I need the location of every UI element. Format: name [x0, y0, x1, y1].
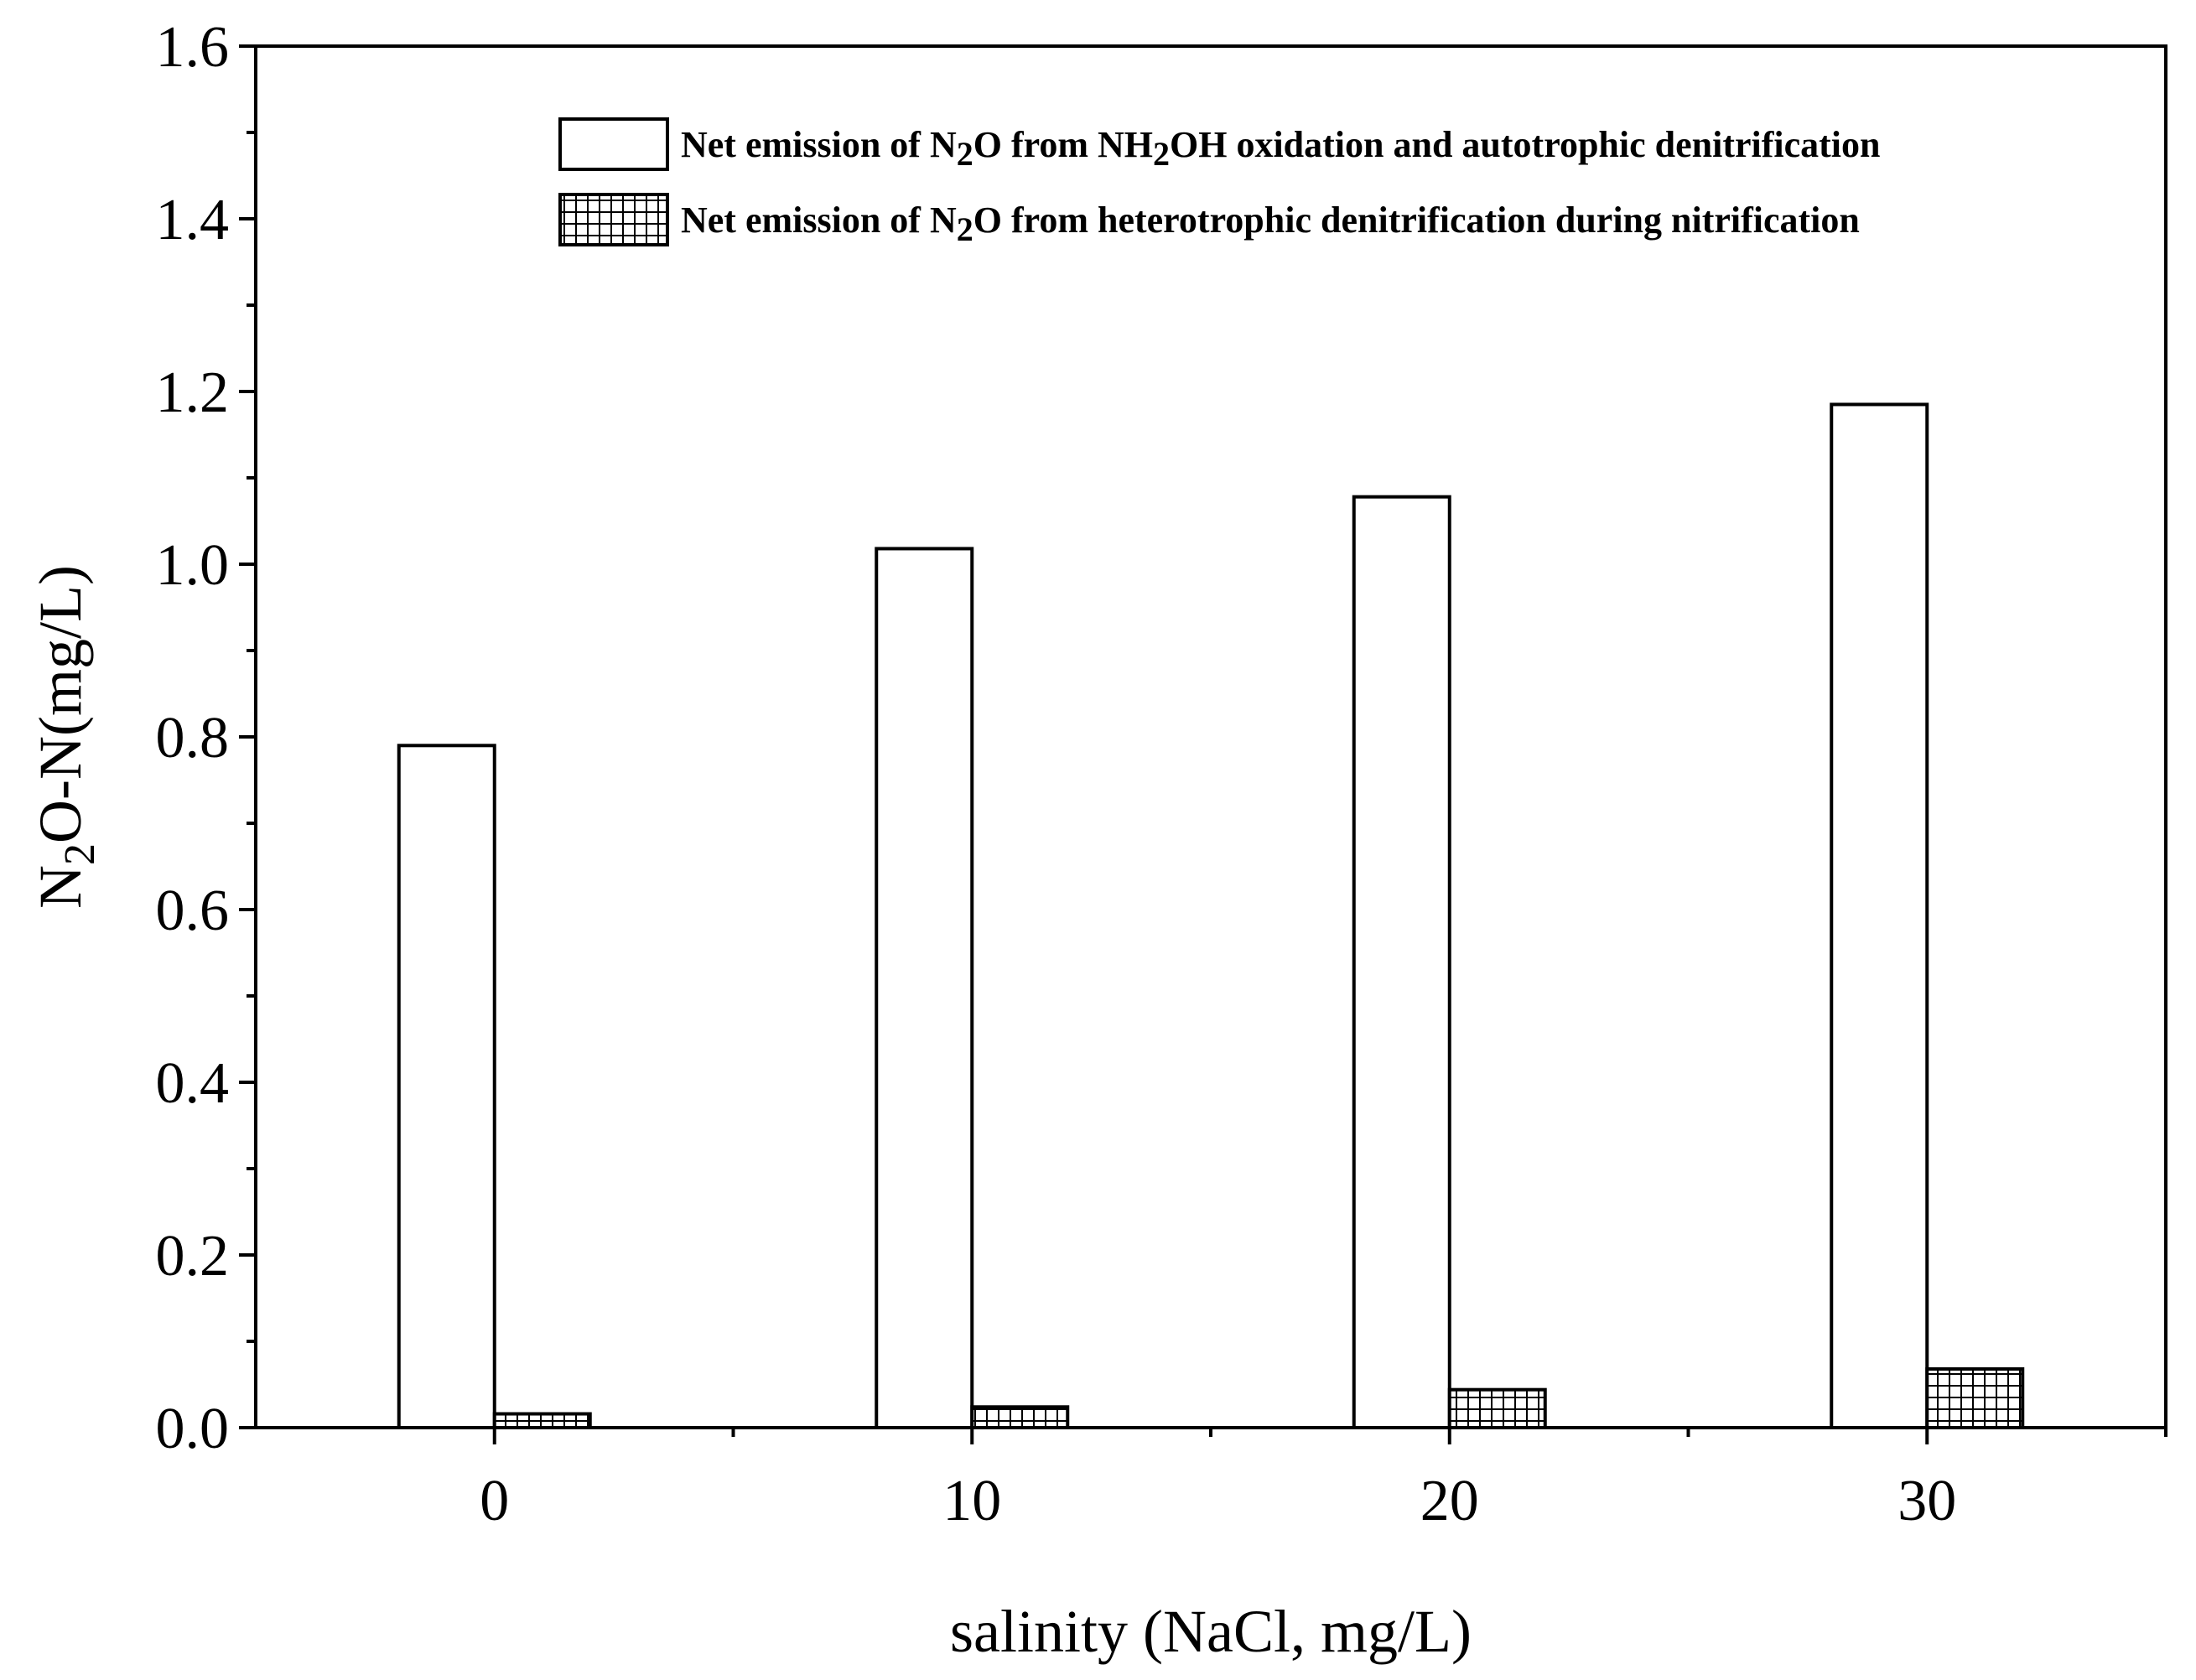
axis-titles: salinity (NaCl, mg/L) N2O-N(mg/L): [27, 565, 1472, 1665]
x-tick-label: 10: [942, 1469, 1001, 1533]
bar-series2-30: [1925, 1366, 2025, 1429]
y-tick-label: 1.4: [156, 188, 230, 252]
x-tick-label: 0: [480, 1469, 509, 1533]
bar-series2-0: [492, 1412, 592, 1430]
y-tick-label: 0.6: [156, 879, 230, 943]
y-tick-label: 1.2: [156, 360, 230, 425]
x-tick-label: 30: [1897, 1469, 1956, 1533]
legend: Net emission of N2O from NH2OH oxidation…: [558, 117, 1881, 248]
legend-label-series1: Net emission of N2O from NH2OH oxidation…: [681, 124, 1881, 173]
bar-series1-30: [1830, 402, 1929, 1430]
y-tick-label: 0.4: [156, 1051, 230, 1116]
bar-series2-10: [970, 1405, 1070, 1430]
y-tick-label: 0.2: [156, 1224, 230, 1289]
bar-series1-0: [397, 744, 496, 1429]
x-axis-title: salinity (NaCl, mg/L): [950, 1598, 1472, 1665]
y-tick-label: 0.0: [156, 1397, 230, 1461]
bar-series1-10: [875, 547, 974, 1430]
bar-series1-20: [1352, 495, 1451, 1429]
y-tick-label: 1.6: [156, 15, 230, 80]
legend-label-series2: Net emission of N2O from heterotrophic d…: [681, 200, 1860, 248]
bar-series2-20: [1447, 1387, 1547, 1430]
bars-group: [397, 402, 2025, 1430]
y-tick-label: 0.8: [156, 706, 230, 770]
legend-swatch-series2: [558, 193, 669, 246]
y-axis-title: N2O-N(mg/L): [27, 565, 104, 909]
x-tick-label: 20: [1420, 1469, 1479, 1533]
ticks-group: 0.0 0.2 0.4 0.6 0.8 1.0 1.2 1.4 1.6 0 10 20 30: [156, 15, 2167, 1533]
y-tick-label: 1.0: [156, 533, 230, 598]
legend-swatch-series1: [558, 117, 669, 171]
